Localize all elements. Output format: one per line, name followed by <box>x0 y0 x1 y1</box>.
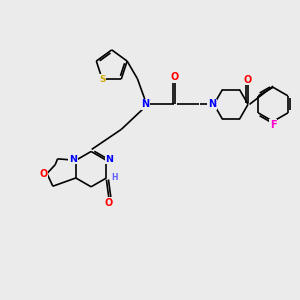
Text: N: N <box>142 99 150 110</box>
Text: O: O <box>39 169 47 178</box>
Text: H: H <box>111 173 118 182</box>
Text: N: N <box>208 99 216 110</box>
Text: O: O <box>105 198 113 208</box>
Text: O: O <box>171 72 179 82</box>
Text: F: F <box>270 120 276 130</box>
Text: N: N <box>69 154 77 164</box>
Text: N: N <box>105 154 113 164</box>
Text: S: S <box>99 75 106 84</box>
Text: O: O <box>244 75 252 85</box>
